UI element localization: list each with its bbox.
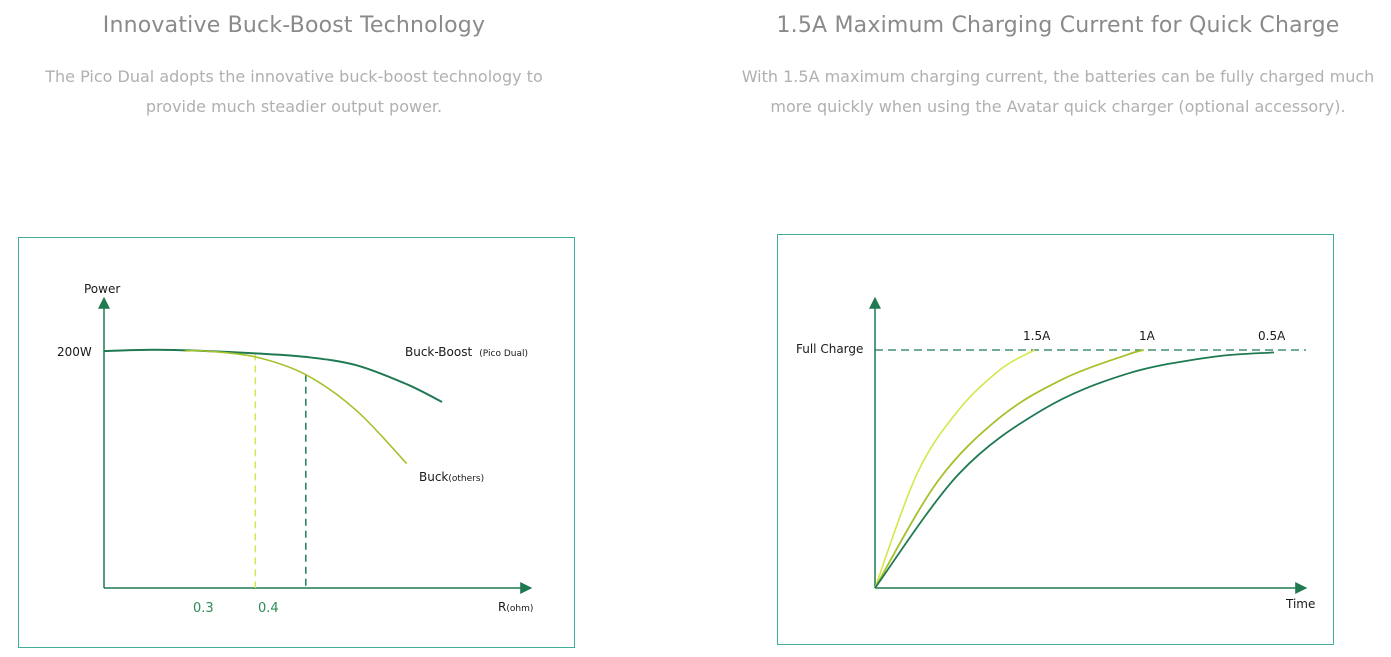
x-tick-0-3: 0.3 xyxy=(193,601,214,616)
power-chart-panel: Power 200W 0.3 0.4 R(ohm) Buck-Boost (Pi… xyxy=(18,237,575,648)
right-section: 1.5A Maximum Charging Current for Quick … xyxy=(725,0,1391,122)
time-axis-label: Time xyxy=(1285,597,1315,611)
left-desc-line-1: The Pico Dual adopts the innovative buck… xyxy=(45,67,543,86)
charge-chart-panel: Full Charge 1.5A 1A 0.5A Time xyxy=(777,234,1334,645)
label-0-5a: 0.5A xyxy=(1258,329,1286,343)
power-x-axis-label: R(ohm) xyxy=(498,600,533,614)
label-1a: 1A xyxy=(1139,329,1156,343)
series-buck-line xyxy=(184,349,408,465)
power-y-axis-label: Power xyxy=(84,282,120,296)
x-tick-0-4: 0.4 xyxy=(258,601,279,616)
legend-buck-boost-main: Buck-Boost xyxy=(405,345,472,359)
x-axis-label-unit: (ohm) xyxy=(506,604,533,614)
right-desc-line-1: With 1.5A maximum charging current, the … xyxy=(741,67,1375,86)
charge-chart: Full Charge 1.5A 1A 0.5A Time xyxy=(796,296,1315,611)
series-1a-line xyxy=(874,349,1145,589)
left-section: Innovative Buck-Boost Technology The Pic… xyxy=(0,0,588,122)
legend-buck-boost: Buck-Boost (Pico Dual) xyxy=(405,341,528,360)
series-buck-boost-line xyxy=(103,348,443,403)
right-desc-line-2: more quickly when using the Avatar quick… xyxy=(770,97,1346,116)
legend-buck-main: Buck xyxy=(419,470,448,484)
legend-buck-boost-note: (Pico Dual) xyxy=(479,349,528,359)
left-desc-line-2: provide much steadier output power. xyxy=(145,97,443,116)
legend-buck-note: (others) xyxy=(448,474,484,484)
left-description: The Pico Dual adopts the innovative buck… xyxy=(24,62,564,122)
right-title: 1.5A Maximum Charging Current for Quick … xyxy=(776,13,1340,38)
x-axis-label-main: R xyxy=(498,600,506,614)
series-1-5a-line xyxy=(874,349,1035,589)
label-1-5a: 1.5A xyxy=(1023,329,1051,343)
series-0-5a-line xyxy=(874,351,1275,589)
power-chart: Power 200W 0.3 0.4 R(ohm) Buck-Boost (Pi… xyxy=(57,282,533,616)
legend-buck: Buck(others) xyxy=(419,470,484,484)
full-charge-label: Full Charge xyxy=(796,342,863,356)
power-y-tick-200w: 200W xyxy=(57,345,92,359)
left-title: Innovative Buck-Boost Technology xyxy=(102,13,486,38)
right-description: With 1.5A maximum charging current, the … xyxy=(738,62,1378,122)
